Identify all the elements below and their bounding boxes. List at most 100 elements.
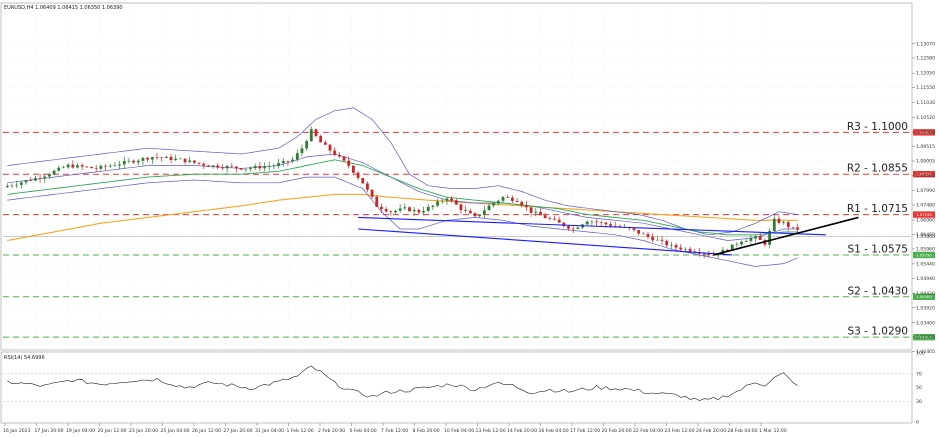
time-tick-label: 16 Feb 04:00: [539, 428, 569, 434]
candle-body: [375, 196, 379, 207]
candle-body: [604, 222, 608, 225]
candle-body: [178, 158, 182, 160]
level-price-tag-text: 1.07150: [916, 212, 932, 217]
candle-body: [342, 156, 346, 161]
candle-body: [38, 178, 42, 179]
candle-body: [48, 174, 51, 177]
candle-body: [122, 161, 126, 165]
candle-body: [277, 163, 280, 166]
candle-body: [62, 167, 65, 168]
candle-body: [744, 240, 748, 242]
candle-body: [468, 210, 472, 214]
price-tick-label: 1.04940: [916, 276, 935, 282]
rsi-tick-label: 70: [916, 371, 922, 377]
candle-body: [520, 201, 524, 206]
candle-body: [150, 157, 154, 160]
level-label: R3 - 1.1000: [847, 121, 908, 133]
candle-body: [24, 180, 28, 183]
candle-body: [267, 166, 271, 167]
candle-body: [19, 182, 23, 185]
candle-body: [534, 211, 538, 213]
rsi-tick-label: 0: [916, 420, 919, 426]
candle-body: [141, 157, 145, 161]
candle-body: [590, 221, 594, 223]
level-price-tag: [913, 333, 935, 341]
candle-body: [29, 180, 33, 181]
candle-body: [426, 206, 430, 211]
time-tick-label: 19 Jan 04:00: [66, 428, 95, 434]
candle-body: [562, 222, 566, 227]
candle-body: [782, 222, 786, 223]
candle-body: [202, 163, 206, 166]
candle-body: [380, 206, 383, 210]
candle-body: [281, 160, 285, 164]
candle-body: [641, 233, 645, 235]
candle-body: [323, 142, 327, 145]
price-tick-label: 1.02905: [916, 335, 935, 341]
candle-body: [412, 209, 416, 212]
price-pane: [0, 2, 913, 351]
level-price-tag: [913, 170, 935, 178]
candle-body: [651, 236, 655, 241]
level-label: S3 - 1.0290: [847, 326, 908, 338]
candle-body: [52, 170, 56, 175]
level-price-tag: [913, 211, 935, 218]
candle-body: [136, 160, 140, 163]
price-tick-label: 1.05440: [916, 261, 935, 267]
candle-body: [244, 169, 248, 170]
trendline-channel-lower: [358, 228, 733, 256]
time-tick-label: 7 Feb 12:00: [381, 428, 408, 434]
price-tick-label: 1.07480: [916, 203, 935, 209]
candle-body: [57, 167, 61, 171]
candle-body: [164, 156, 168, 158]
candle-body: [595, 221, 598, 223]
price-tick-label: 1.05960: [916, 246, 935, 252]
time-tick-label: 14 Feb 20:00: [507, 428, 537, 434]
time-tick-label: 10 Feb 04:00: [444, 428, 474, 434]
candle-body: [749, 238, 753, 241]
price-tick-label: 1.11550: [916, 85, 935, 91]
candle-body: [464, 210, 468, 211]
level-price-tag: [913, 293, 935, 300]
price-tick-label: 1.12580: [916, 55, 935, 61]
time-tick-label: 25 Jan 04:00: [161, 428, 190, 434]
price-tick-label: 1.03400: [916, 320, 935, 326]
time-tick-label: 16 Jan 2023: [3, 428, 31, 434]
candle-body: [515, 200, 519, 202]
candle-body: [85, 166, 89, 168]
candle-body: [786, 222, 790, 227]
candle-body: [104, 165, 107, 167]
candle-body: [506, 197, 510, 198]
candle-body: [394, 210, 397, 213]
candle-body: [613, 226, 617, 227]
time-tick-label: 27 Jan 20:00: [224, 428, 253, 434]
candle-body: [576, 227, 580, 229]
candle-body: [665, 240, 669, 246]
candle-body: [225, 166, 229, 169]
time-tick-label: 23 Feb 12:00: [665, 428, 695, 434]
candle-body: [263, 166, 266, 169]
candle-body: [80, 165, 84, 167]
level-price-tag-text: 1.05750: [916, 252, 932, 257]
time-tick-label: 23 Jan 20:00: [129, 428, 158, 434]
candle-body: [389, 211, 393, 213]
candle-body: [777, 218, 781, 223]
candle-body: [221, 167, 224, 169]
candle-body: [754, 236, 757, 239]
candle-body: [712, 254, 715, 256]
candle-body: [90, 166, 93, 169]
candle-body: [609, 224, 613, 227]
price-tick-label: 1.12050: [916, 71, 935, 77]
candle-body: [351, 165, 355, 173]
time-tick-label: 20 Jan 12:00: [98, 428, 127, 434]
candle-body: [188, 160, 192, 163]
price-tick-label: 1.07990: [916, 188, 935, 194]
candle-body: [211, 165, 215, 167]
candle-body: [408, 207, 411, 212]
candle-body: [99, 165, 103, 169]
candle-body: [501, 197, 505, 201]
indicators: [7, 107, 798, 267]
level-price-tag-text: 1.08550: [916, 172, 932, 177]
level-price-tag: [913, 129, 935, 136]
candle-body: [740, 241, 743, 245]
